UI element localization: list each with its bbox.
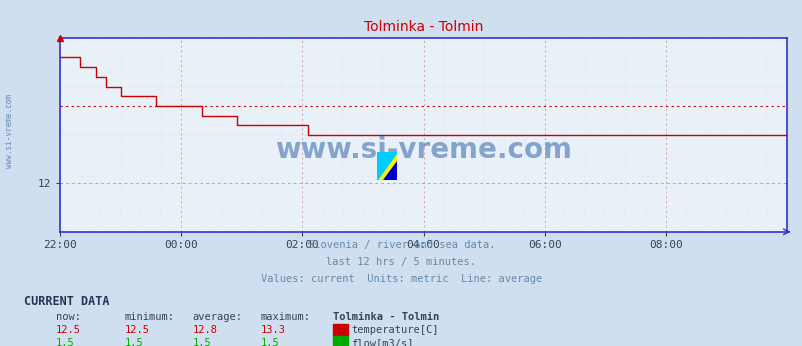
Text: 1.5: 1.5	[192, 338, 211, 346]
Text: last 12 hrs / 5 minutes.: last 12 hrs / 5 minutes.	[326, 257, 476, 267]
Text: minimum:: minimum:	[124, 312, 174, 322]
Text: www.si-vreme.com: www.si-vreme.com	[5, 94, 14, 169]
Text: Tolminka - Tolmin: Tolminka - Tolmin	[333, 312, 439, 322]
Text: Values: current  Units: metric  Line: average: Values: current Units: metric Line: aver…	[261, 274, 541, 284]
Text: average:: average:	[192, 312, 242, 322]
Text: maximum:: maximum:	[261, 312, 310, 322]
Text: 1.5: 1.5	[56, 338, 75, 346]
Text: 12.5: 12.5	[124, 325, 149, 335]
Polygon shape	[377, 152, 397, 180]
Text: Slovenia / river and sea data.: Slovenia / river and sea data.	[307, 240, 495, 251]
Polygon shape	[377, 152, 397, 180]
Text: 13.3: 13.3	[261, 325, 286, 335]
Text: 1.5: 1.5	[261, 338, 279, 346]
Text: 12.5: 12.5	[56, 325, 81, 335]
Text: flow[m3/s]: flow[m3/s]	[350, 338, 413, 346]
Text: temperature[C]: temperature[C]	[350, 325, 438, 335]
Title: Tolminka - Tolmin: Tolminka - Tolmin	[363, 20, 483, 34]
Polygon shape	[383, 161, 397, 180]
Text: CURRENT DATA: CURRENT DATA	[24, 295, 109, 308]
Text: now:: now:	[56, 312, 81, 322]
Text: 1.5: 1.5	[124, 338, 143, 346]
Text: 12.8: 12.8	[192, 325, 217, 335]
Text: www.si-vreme.com: www.si-vreme.com	[275, 136, 571, 164]
